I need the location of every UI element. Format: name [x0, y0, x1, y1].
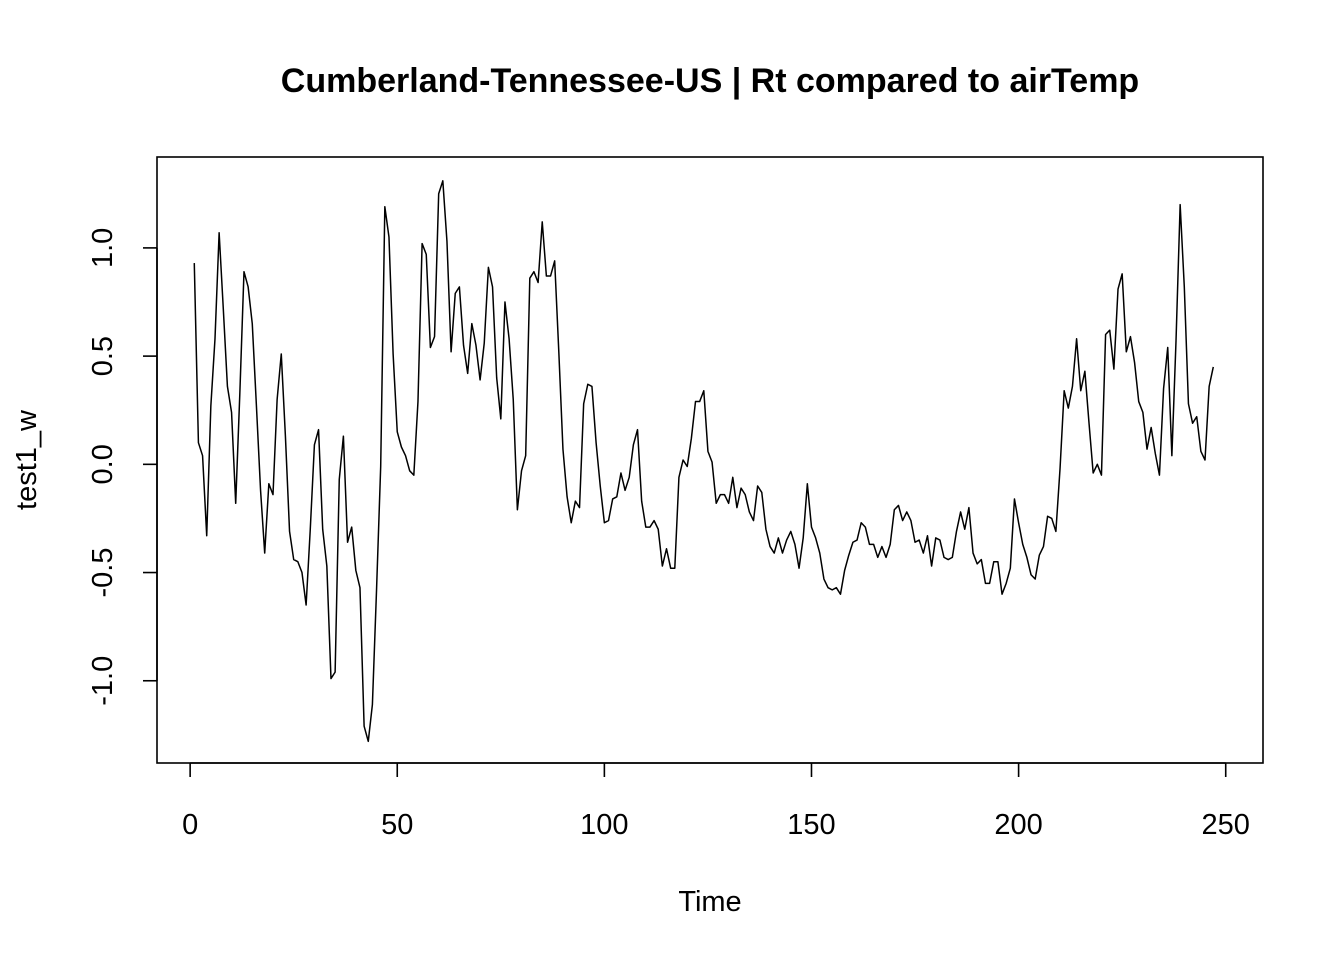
chart-title: Cumberland-Tennessee-US | Rt compared to… — [281, 62, 1139, 100]
x-axis: 0 50 100 150 200 250 — [182, 762, 1250, 841]
x-tick-label: 50 — [381, 809, 413, 841]
x-axis-label: Time — [678, 886, 741, 918]
x-tick-label: 150 — [787, 809, 835, 841]
plot-frame — [156, 156, 1264, 764]
y-tick-label: 0.0 — [87, 444, 119, 484]
y-tick-label: -0.5 — [87, 548, 119, 598]
y-tick-label: 0.5 — [87, 336, 119, 376]
y-axis: -1.0 -0.5 0.0 0.5 1.0 — [87, 228, 158, 706]
y-axis-label: test1_w — [11, 409, 43, 510]
x-tick-label: 0 — [182, 809, 198, 841]
x-tick-label: 250 — [1202, 809, 1250, 841]
x-tick-label: 200 — [994, 809, 1042, 841]
series-line — [193, 180, 1215, 743]
y-tick-label: 1.0 — [87, 228, 119, 268]
x-tick-label: 100 — [580, 809, 628, 841]
y-tick-label: -1.0 — [87, 656, 119, 706]
